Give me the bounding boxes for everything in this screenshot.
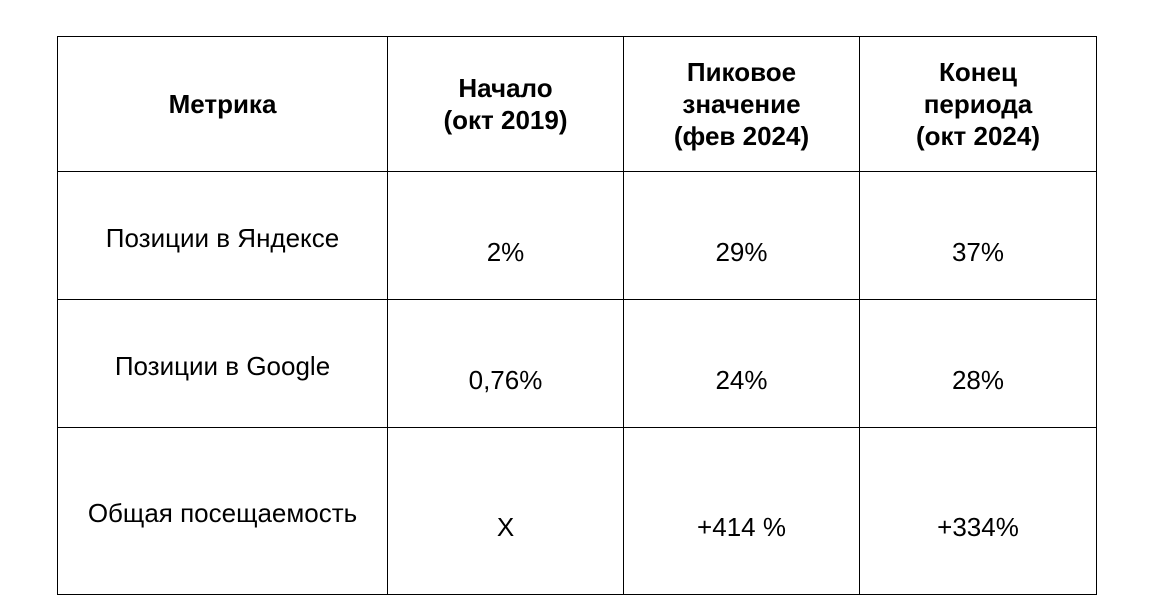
header-text: Пиковое: [686, 57, 797, 87]
metric-cell: Общая посещаемость: [57, 427, 388, 595]
value-cell: 24%: [623, 299, 860, 428]
header-text: периода: [923, 89, 1033, 119]
cell-value: 29%: [715, 236, 768, 267]
metric-name: Позиции в Яндексе: [105, 222, 340, 253]
cell-value: +334%: [937, 512, 1019, 542]
table-row: Позиции в Яндексе 2% 29% 37%: [57, 171, 1097, 300]
value-cell: 37%: [859, 171, 1097, 300]
header-text: (фев 2024): [673, 121, 810, 151]
header-cell: Конец периода (окт 2024): [859, 36, 1097, 172]
header-text: (окт 2024): [915, 121, 1040, 151]
metric-cell: Позиции в Яндексе: [57, 171, 388, 300]
cell-value: +414 %: [697, 512, 786, 542]
cell-value: 0,76%: [468, 364, 543, 395]
table-row: Общая посещаемость X +414 % +334%: [57, 427, 1097, 595]
value-cell: 28%: [859, 299, 1097, 428]
value-cell: 29%: [623, 171, 860, 300]
cell-value: X: [496, 512, 515, 542]
table-row: Позиции в Google 0,76% 24% 28%: [57, 299, 1097, 428]
cell-value: 2%: [486, 236, 525, 267]
header-text: Конец: [939, 57, 1017, 87]
cell-value: 24%: [715, 364, 768, 395]
value-cell: 2%: [387, 171, 624, 300]
header-cell: Начало (окт 2019): [387, 36, 624, 172]
header-text: Начало: [458, 73, 553, 103]
metric-name: Общая посещаемость: [87, 498, 358, 528]
header-text: (окт 2019): [443, 105, 568, 135]
data-table: Метрика Начало (окт 2019) Пиковое значение (ф…: [57, 36, 1097, 595]
page: Метрика Начало (окт 2019) Пиковое значение (ф…: [57, 36, 1097, 595]
header-cell: Метрика: [57, 36, 388, 172]
metric-cell: Позиции в Google: [57, 299, 388, 428]
value-cell: X: [387, 427, 624, 595]
value-cell: +334%: [859, 427, 1097, 595]
metric-name: Позиции в Google: [114, 350, 331, 381]
header-text: значение: [682, 89, 801, 119]
cell-value: 28%: [951, 364, 1005, 395]
table-body: Позиции в Яндексе 2% 29% 37% Позиции в Googl…: [57, 171, 1097, 595]
value-cell: +414 %: [623, 427, 860, 595]
header-cell: Пиковое значение (фев 2024): [623, 36, 860, 172]
cell-value: 37%: [951, 236, 1005, 267]
value-cell: 0,76%: [387, 299, 624, 428]
header-text: Метрика: [168, 89, 277, 119]
header-row: Метрика Начало (окт 2019) Пиковое значение (ф…: [57, 36, 1097, 172]
